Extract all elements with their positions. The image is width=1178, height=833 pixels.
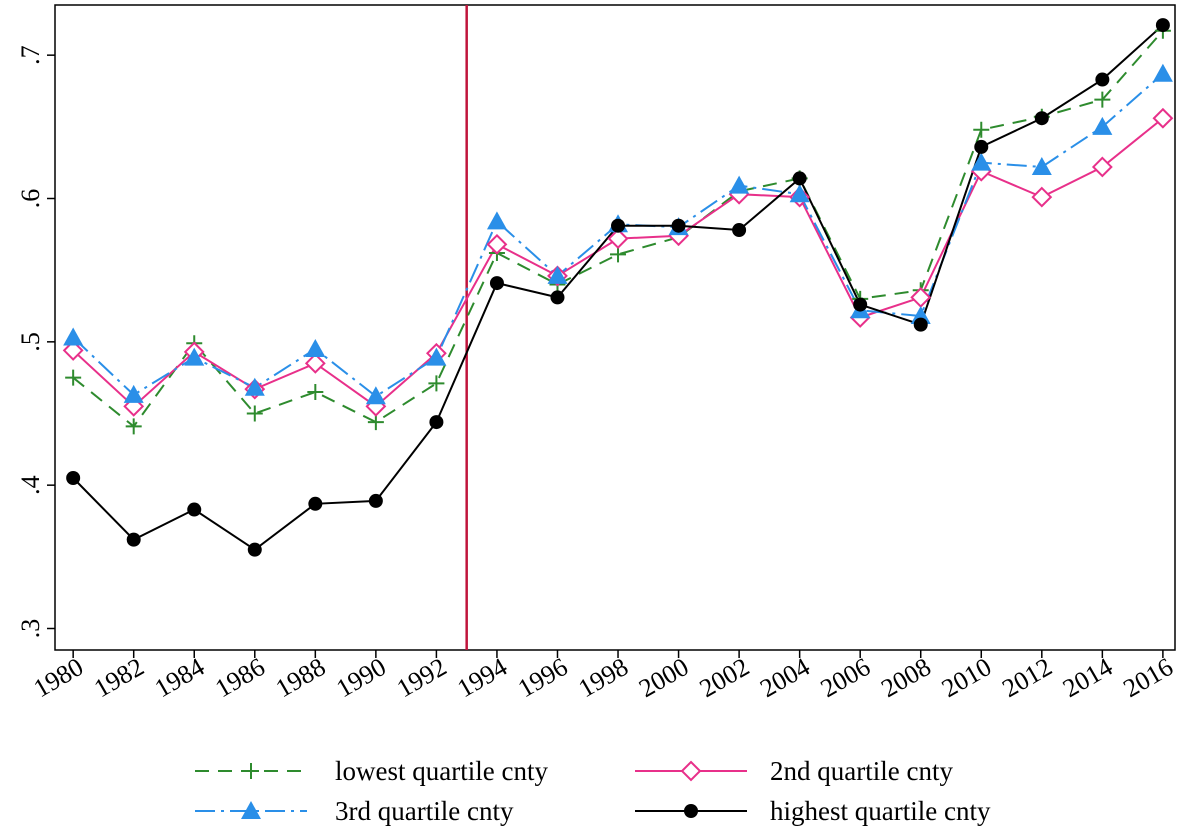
legend-label: 2nd quartile cnty xyxy=(770,756,953,786)
marker xyxy=(1092,116,1113,135)
marker xyxy=(974,139,989,154)
marker xyxy=(486,233,508,255)
marker xyxy=(244,377,265,396)
marker xyxy=(789,184,810,203)
marker xyxy=(611,218,626,233)
marker xyxy=(429,415,444,430)
marker xyxy=(1152,107,1174,129)
marker xyxy=(973,121,990,138)
marker xyxy=(428,375,445,392)
marker xyxy=(243,763,259,779)
marker xyxy=(241,801,261,819)
marker xyxy=(1152,63,1173,82)
series-line xyxy=(72,24,1164,551)
x-tick-label: 1988 xyxy=(271,652,331,703)
marker xyxy=(680,760,702,782)
marker xyxy=(1031,186,1053,208)
y-tick-label: .6 xyxy=(16,189,45,209)
marker xyxy=(123,384,144,403)
marker xyxy=(126,532,141,547)
y-tick-label: .4 xyxy=(16,475,45,495)
legend-label: highest quartile cnty xyxy=(770,796,991,826)
marker xyxy=(910,306,931,325)
marker xyxy=(607,228,629,250)
marker xyxy=(971,152,992,171)
legend-label: 3rd quartile cnty xyxy=(335,796,514,826)
y-tick-label: .3 xyxy=(16,619,45,639)
marker xyxy=(486,211,507,230)
marker xyxy=(304,352,326,374)
x-tick-label: 2000 xyxy=(634,652,694,703)
x-tick-label: 1990 xyxy=(331,652,391,703)
marker xyxy=(365,386,386,405)
marker xyxy=(732,223,747,238)
marker xyxy=(305,339,326,357)
marker xyxy=(610,246,627,263)
marker xyxy=(547,265,568,284)
x-tick-label: 2008 xyxy=(876,652,936,703)
marker xyxy=(489,276,504,291)
marker xyxy=(123,395,145,417)
marker xyxy=(1034,111,1049,126)
marker xyxy=(246,405,263,422)
marker xyxy=(307,384,324,400)
x-tick-label: 2014 xyxy=(1058,652,1118,703)
marker xyxy=(308,496,323,511)
marker xyxy=(247,542,262,557)
marker xyxy=(792,171,807,186)
x-tick-label: 2010 xyxy=(937,652,997,703)
x-tick-label: 1984 xyxy=(150,652,210,703)
x-tick-label: 1982 xyxy=(89,652,149,703)
legend-label: lowest quartile cnty xyxy=(335,756,548,786)
marker xyxy=(1155,18,1170,33)
x-tick-label: 1996 xyxy=(513,652,573,703)
legend: lowest quartile cnty 2nd quartile cnty 3rd… xyxy=(195,756,991,826)
marker xyxy=(1094,91,1111,108)
x-tick-label: 2004 xyxy=(755,652,815,703)
marker xyxy=(729,175,750,194)
marker xyxy=(367,414,384,431)
x-tick-label: 2016 xyxy=(1118,652,1178,703)
marker xyxy=(184,347,205,366)
marker xyxy=(66,471,81,485)
marker xyxy=(65,369,82,386)
marker xyxy=(853,297,868,312)
marker xyxy=(187,502,202,517)
x-tick-label: 1994 xyxy=(452,652,512,703)
marker xyxy=(125,418,142,435)
plot-frame xyxy=(54,4,1176,651)
x-tick-label: 2012 xyxy=(997,652,1057,703)
x-tick-label: 2002 xyxy=(695,652,755,703)
y-tick-label: .5 xyxy=(16,332,45,352)
x-tick-label: 1992 xyxy=(392,652,452,703)
marker xyxy=(671,218,686,233)
marker xyxy=(1031,156,1052,175)
y-tick-label: .7 xyxy=(16,45,45,65)
marker xyxy=(550,290,565,305)
marker xyxy=(1091,156,1113,178)
marker xyxy=(1095,72,1110,87)
marker xyxy=(368,493,383,508)
marker xyxy=(63,327,84,346)
marker xyxy=(426,347,447,366)
marker xyxy=(684,804,698,818)
marker xyxy=(913,317,928,332)
x-tick-label: 1986 xyxy=(210,652,270,703)
x-tick-label: 1998 xyxy=(573,652,633,703)
marker xyxy=(62,340,84,361)
x-tick-label: 1980 xyxy=(29,652,89,703)
x-tick-label: 2006 xyxy=(816,652,876,703)
